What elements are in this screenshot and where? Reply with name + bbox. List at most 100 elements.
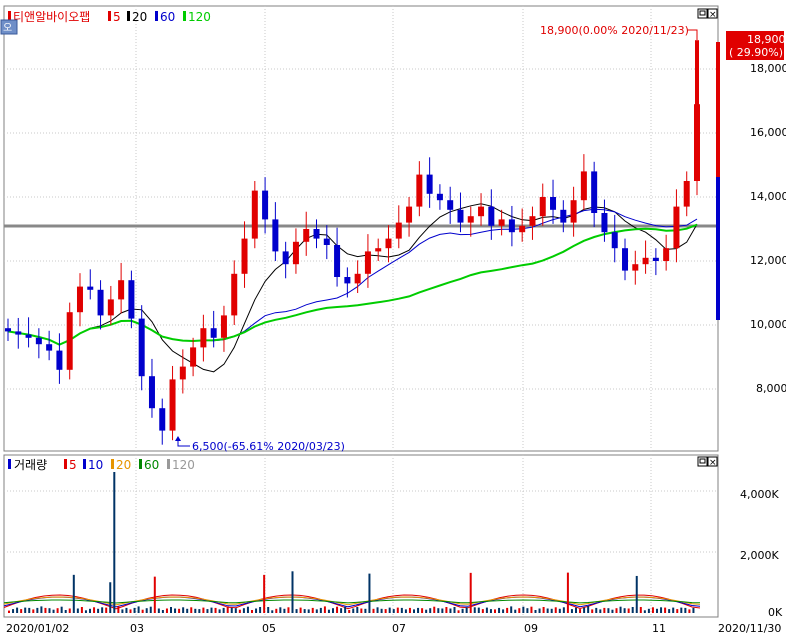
y-tick-label: 16,000 — [750, 126, 786, 139]
volume-bar — [52, 609, 55, 613]
volume-bar — [498, 607, 501, 613]
candle-body — [5, 328, 11, 332]
x-tick-label: 09 — [524, 622, 538, 635]
volume-bars — [8, 472, 695, 613]
candle-body — [35, 337, 42, 345]
candle-body — [632, 264, 639, 271]
volume-bar — [141, 609, 144, 613]
volume-bar — [514, 609, 517, 613]
volume-bar — [615, 608, 618, 613]
price-y-axis: 18,000 16,000 14,000 12,000 10,000 8,000 — [750, 62, 786, 395]
x-tick-label: 2020/01/02 — [6, 622, 69, 635]
close-icon: × — [709, 10, 717, 20]
candle-body — [138, 318, 145, 377]
volume-bar — [218, 609, 221, 613]
volume-bar — [117, 606, 120, 613]
volume-bar — [60, 606, 63, 613]
max-annotation: 18,900(0.00% 2020/11/23) — [540, 24, 689, 37]
volume-close-button[interactable] — [707, 456, 718, 467]
volume-bar — [279, 607, 282, 613]
volume-bar — [417, 607, 420, 613]
candle-body — [364, 251, 371, 274]
volume-bar — [542, 607, 545, 613]
ma-legend-label: 5 — [113, 10, 121, 24]
candle-body — [303, 229, 310, 242]
last-price-box[interactable] — [726, 31, 784, 60]
volume-bar — [550, 608, 553, 613]
volume-maximize-button[interactable] — [697, 456, 708, 467]
volume-bar — [522, 606, 525, 613]
volume-bar — [287, 607, 290, 613]
candle-body — [66, 312, 73, 370]
candle-body — [344, 277, 351, 284]
side-button[interactable] — [0, 19, 18, 35]
volume-bar — [570, 609, 573, 613]
volume-bar — [489, 609, 492, 613]
ma-legend-swatch — [127, 11, 130, 21]
volume-bar — [546, 608, 549, 613]
volume-bar — [190, 607, 193, 613]
volume-bar — [595, 607, 598, 613]
volume-bar — [469, 572, 472, 613]
volume-bar — [413, 609, 415, 613]
max-annotation-pointer — [688, 29, 698, 40]
candle-body — [76, 286, 83, 313]
volume-bar — [319, 607, 322, 613]
volume-bar — [206, 609, 209, 613]
candle-body — [313, 229, 320, 239]
volume-bar — [210, 607, 213, 613]
y-tick-label: 12,000 — [750, 254, 786, 267]
volume-bar — [510, 606, 513, 613]
candle-body — [190, 347, 197, 367]
volume-bar — [24, 607, 27, 613]
volume-bar — [680, 607, 683, 613]
volume-bar — [575, 607, 577, 613]
candle-body — [663, 248, 670, 261]
candle-body — [508, 219, 515, 233]
volume-bar — [506, 607, 509, 613]
volume-maximize-icon — [699, 458, 706, 464]
close-button[interactable] — [707, 8, 718, 19]
volume-bar — [186, 608, 189, 613]
volume-bar — [473, 607, 476, 613]
volume-bar — [635, 575, 638, 613]
volume-bar — [93, 607, 96, 613]
volume-bar — [121, 609, 124, 613]
ma-legend-label: 20 — [132, 10, 147, 24]
y-tick-label: 8,000 — [756, 382, 786, 395]
volume-bar — [133, 607, 136, 613]
volume-bar — [311, 607, 314, 613]
last-price-blue-bar — [716, 177, 720, 320]
vol-legend-label: 5 — [69, 458, 77, 472]
volume-bar — [502, 609, 505, 613]
volume-bar — [336, 606, 339, 613]
volume-bar — [222, 607, 225, 613]
volume-bar — [125, 607, 128, 613]
volume-bar — [214, 607, 217, 613]
candle-body — [673, 206, 680, 249]
volume-bar — [303, 609, 306, 613]
volume-bar — [307, 609, 310, 613]
volume-bar — [315, 609, 318, 613]
volume-bar — [182, 607, 185, 613]
maximize-button[interactable] — [697, 8, 708, 19]
volume-bar — [194, 608, 197, 613]
volume-bar — [165, 608, 168, 613]
vol-legend-label: 120 — [172, 458, 195, 472]
vol-tick-label: 0K — [768, 606, 783, 619]
volume-bar — [101, 607, 104, 613]
last-change: ( 29.90%) — [729, 46, 783, 59]
candle-body — [478, 206, 485, 217]
volume-bar — [599, 609, 602, 613]
volume-bar — [619, 606, 622, 613]
volume-bar — [664, 607, 667, 613]
volume-bar — [449, 608, 452, 613]
volume-bar — [485, 607, 488, 613]
candle-body — [436, 193, 443, 201]
candle-body — [375, 248, 382, 252]
ma-120-line — [7, 223, 698, 346]
candle-body — [210, 328, 217, 338]
volume-bar — [64, 610, 67, 613]
candle-body — [87, 286, 94, 290]
volume-bar — [238, 609, 241, 613]
